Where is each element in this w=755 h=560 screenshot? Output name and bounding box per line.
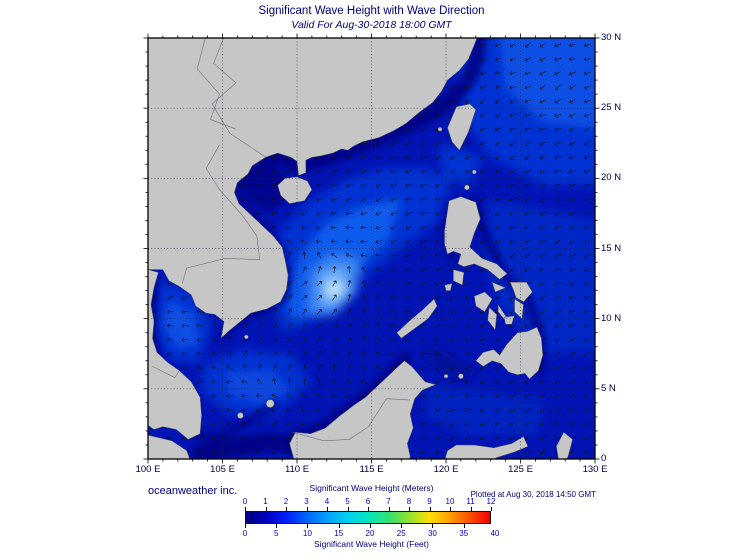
lat-tick-label: 10 N xyxy=(601,312,622,324)
meters-tick-mark xyxy=(409,507,410,511)
legend-feet-label: Significant Wave Height (Feet) xyxy=(314,539,429,549)
meters-tick-mark xyxy=(245,507,246,511)
feet-tick-label: 15 xyxy=(334,529,344,538)
credit-text: oceanweather inc. xyxy=(148,485,238,497)
feet-tick-label: 25 xyxy=(396,529,406,538)
feet-tick-mark xyxy=(369,524,371,528)
plotted-timestamp: Plotted at Aug 30, 2018 14:50 GMT xyxy=(470,490,596,499)
legend-meters-label: Significant Wave Height (Meters) xyxy=(309,483,434,493)
feet-tick-label: 40 xyxy=(490,529,500,538)
feet-tick-mark xyxy=(338,524,340,528)
lon-tick-label: 115 E xyxy=(359,464,384,475)
feet-tick-label: 10 xyxy=(303,529,312,538)
meters-tick-label: 11 xyxy=(466,497,475,506)
feet-tick-mark xyxy=(432,524,434,528)
meters-tick-label: 0 xyxy=(242,497,248,506)
feet-tick-label: 30 xyxy=(427,529,437,538)
lat-tick-label: 0 xyxy=(601,453,607,464)
feet-tick-mark xyxy=(401,524,403,528)
meters-tick-mark xyxy=(327,507,328,511)
lat-tick-label: 25 N xyxy=(601,102,622,114)
meters-tick-label: 10 xyxy=(445,497,455,506)
meters-tick-label: 4 xyxy=(324,497,330,506)
lat-tick-label: 15 N xyxy=(601,242,622,254)
wave-height-colorbar xyxy=(245,511,491,524)
lon-tick-label: 100 E xyxy=(135,464,161,475)
page-title: Significant Wave Height with Wave Direct… xyxy=(258,5,485,17)
meters-tick-label: 5 xyxy=(345,497,350,506)
meters-tick-mark xyxy=(429,507,431,511)
valid-time-subtitle: Valid For Aug-30-2018 18:00 GMT xyxy=(291,19,452,31)
lon-tick-label: 120 E xyxy=(433,464,459,475)
feet-tick-label: 35 xyxy=(459,529,469,538)
meters-tick-mark xyxy=(347,507,349,511)
meters-tick-mark xyxy=(306,507,308,511)
meters-tick-label: 7 xyxy=(386,497,391,506)
feet-tick-mark xyxy=(463,524,465,528)
meters-tick-label: 2 xyxy=(283,497,289,506)
lat-tick-label: 30 N xyxy=(601,32,622,43)
meters-tick-mark xyxy=(450,507,451,511)
meters-tick-label: 8 xyxy=(406,497,412,506)
lon-tick-label: 105 E xyxy=(210,464,235,475)
meters-tick-mark xyxy=(286,507,287,511)
meters-tick-mark xyxy=(388,507,390,511)
lon-tick-label: 130 E xyxy=(582,464,608,475)
meters-tick-mark xyxy=(470,507,472,511)
meters-tick-label: 12 xyxy=(486,497,496,506)
meters-tick-label: 1 xyxy=(263,497,268,506)
feet-tick-mark xyxy=(276,524,278,528)
feet-tick-label: 20 xyxy=(365,529,375,538)
feet-tick-label: 0 xyxy=(242,529,248,538)
lat-tick-label: 20 N xyxy=(601,172,622,184)
meters-tick-label: 3 xyxy=(304,497,309,506)
meters-tick-label: 6 xyxy=(365,497,371,506)
meters-tick-mark xyxy=(265,507,267,511)
meters-tick-mark xyxy=(368,507,369,511)
lat-tick-label: 5 N xyxy=(601,382,616,394)
meters-tick-label: 9 xyxy=(427,497,432,506)
lon-tick-label: 110 E xyxy=(284,464,310,475)
feet-tick-mark xyxy=(245,524,246,528)
lon-tick-label: 125 E xyxy=(508,464,533,475)
wave-height-map xyxy=(143,33,600,464)
feet-tick-label: 5 xyxy=(274,529,279,538)
meters-tick-mark xyxy=(491,507,492,511)
feet-tick-mark xyxy=(307,524,309,528)
